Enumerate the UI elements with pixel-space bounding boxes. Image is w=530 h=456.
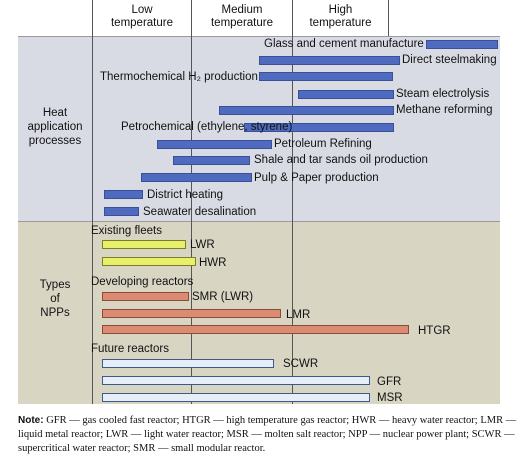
bar-pulp-paper: [141, 173, 252, 182]
label-shale-tar-sands: Shale and tar sands oil production: [254, 154, 428, 166]
bar-gfr: [102, 376, 370, 385]
bar-steam-electrolysis: [298, 90, 394, 99]
column-divider-left: [92, 0, 93, 404]
note-label: Note:: [18, 415, 44, 426]
label-steam-electrolysis: Steam electrolysis: [396, 88, 490, 100]
bar-lmr: [102, 309, 281, 318]
label-methane-reforming: Methane reforming: [396, 104, 493, 116]
section-label-npp-types: Types of NPPs: [39, 279, 71, 319]
bar-petroleum-refining: [157, 140, 272, 149]
bar-htgr: [102, 325, 409, 334]
bar-seawater-desalination: [104, 207, 139, 216]
bar-smr-lwr: [102, 292, 189, 301]
label-district-heating: District heating: [147, 189, 224, 201]
column-divider-low-medium: [191, 0, 192, 404]
bar-shale-tar-sands: [173, 156, 250, 165]
header-high-temperature: High temperature: [309, 4, 372, 29]
label-scwr: SCWR: [283, 358, 319, 370]
bar-scwr: [102, 359, 274, 368]
label-direct-steelmaking: Direct steelmaking: [402, 54, 497, 66]
label-petroleum-refining: Petroleum Refining: [274, 138, 372, 150]
label-lwr: LWR: [190, 239, 215, 251]
bar-petrochemical: [244, 123, 394, 132]
column-divider-right: [388, 0, 389, 36]
bar-direct-steelmaking: [259, 56, 400, 65]
note-text: GFR — gas cooled fast reactor; HTGR — hi…: [18, 415, 517, 454]
label-petrochemical: Petrochemical (ethylene, styrene): [121, 121, 293, 133]
bar-thermochemical-h2: [259, 72, 393, 81]
label-glass-cement: Glass and cement manufacture: [264, 38, 424, 50]
panel-divider: [18, 221, 500, 222]
bar-lwr: [102, 240, 186, 249]
label-hwr: HWR: [199, 257, 227, 269]
label-lmr: LMR: [286, 309, 311, 321]
abbreviation-note: Note: GFR — gas cooled fast reactor; HTG…: [18, 414, 523, 456]
label-seawater-desalination: Seawater desalination: [143, 206, 257, 218]
column-divider-medium-high: [292, 0, 293, 404]
header-medium-temperature: Medium temperature: [210, 4, 273, 29]
bar-glass-cement: [426, 40, 498, 49]
header-low-temperature: Low temperature: [110, 4, 173, 29]
bar-methane-reforming: [219, 106, 394, 115]
label-msr: MSR: [377, 392, 403, 404]
group-title-developing-reactors: Developing reactors: [91, 276, 194, 288]
bar-hwr: [102, 257, 196, 266]
group-title-existing-fleets: Existing fleets: [91, 225, 162, 237]
temperature-application-diagram: Low temperature Medium temperature High …: [18, 0, 516, 454]
bar-msr: [102, 393, 370, 402]
label-htgr: HTGR: [418, 325, 451, 337]
label-pulp-paper: Pulp & Paper production: [254, 172, 379, 184]
label-smr-lwr: SMR (LWR): [192, 291, 254, 303]
section-label-heat-application: Heat application processes: [27, 107, 83, 147]
group-title-future-reactors: Future reactors: [91, 343, 169, 355]
bar-district-heating: [104, 190, 143, 199]
label-thermochemical-h2: Thermochemical H₂ production: [100, 71, 258, 83]
panel-top-border: [18, 36, 500, 37]
label-gfr: GFR: [377, 376, 402, 388]
